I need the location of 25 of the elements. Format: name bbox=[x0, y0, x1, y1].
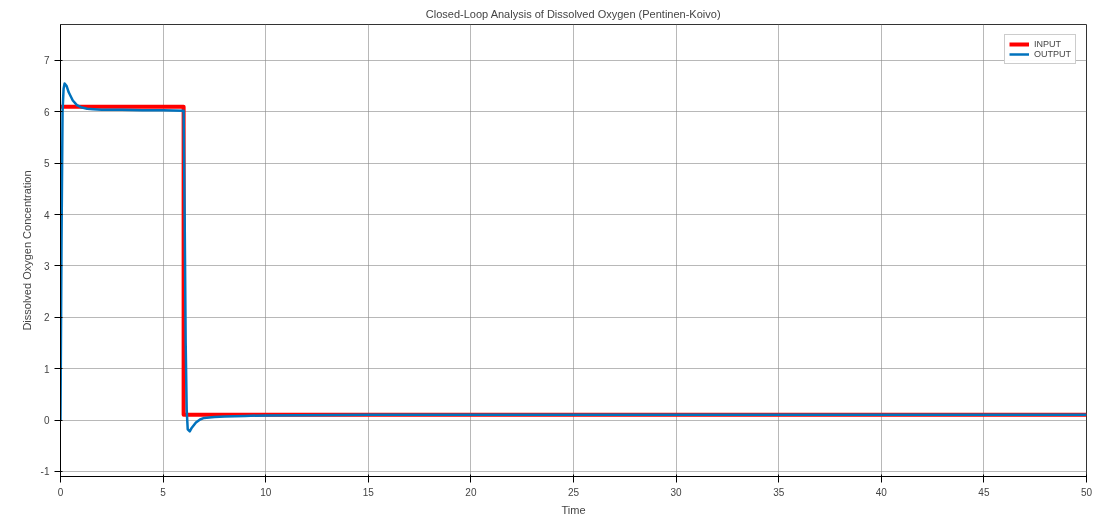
x-tick-label: 30 bbox=[670, 486, 683, 498]
y-tick-label: -1 bbox=[40, 466, 50, 478]
x-tick-label: 50 bbox=[1080, 486, 1093, 498]
y-axis-title: Dissolved Oxygen Concentration bbox=[20, 170, 33, 331]
x-tick-label: 45 bbox=[978, 486, 990, 498]
y-tick-label: 3 bbox=[43, 260, 50, 272]
legend-label: INPUT bbox=[1034, 39, 1061, 49]
y-tick-label: 0 bbox=[43, 415, 50, 426]
x-tick-label: 25 bbox=[567, 486, 580, 498]
y-tick-label: 4 bbox=[43, 209, 50, 221]
x-tick-label: 5 bbox=[160, 486, 167, 498]
chart-title: Closed-Loop Analysis of Dissolved Oxygen (Pentinen-Koivo) bbox=[425, 7, 721, 20]
y-tick-label: 2 bbox=[43, 312, 50, 324]
legend-label: OUTPUT bbox=[1034, 49, 1071, 59]
x-tick-label: 35 bbox=[773, 486, 785, 498]
x-tick-label: 15 bbox=[362, 486, 375, 498]
x-tick-label: 20 bbox=[465, 486, 477, 498]
y-tick-label: 6 bbox=[43, 106, 50, 118]
x-axis-title: Time bbox=[561, 503, 586, 516]
y-tick-label: 5 bbox=[43, 158, 50, 170]
y-tick-label: 7 bbox=[43, 55, 50, 67]
x-tick-label: 40 bbox=[875, 486, 888, 498]
x-tick-label: 10 bbox=[260, 486, 272, 498]
y-tick-label: 1 bbox=[43, 363, 50, 375]
x-tick-label: 0 bbox=[57, 486, 64, 498]
